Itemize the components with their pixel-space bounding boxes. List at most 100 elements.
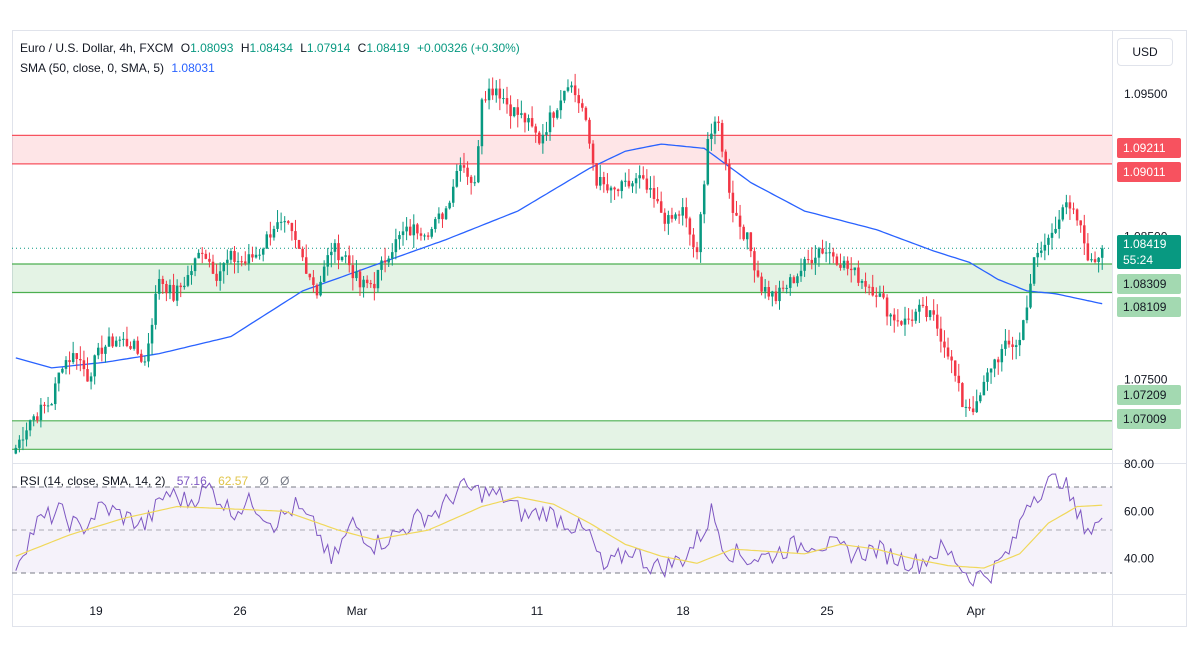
- zone-red-bottom-label: 1.09011: [1117, 162, 1181, 182]
- candle-body: [846, 260, 849, 269]
- candle-body: [451, 186, 455, 203]
- candle: [412, 214, 416, 248]
- candle: [405, 217, 408, 241]
- candle-body: [595, 163, 598, 186]
- candle: [602, 171, 606, 193]
- candle-body: [351, 265, 355, 279]
- candle-body: [889, 314, 892, 317]
- candle-body: [570, 85, 573, 88]
- candle-body: [857, 267, 860, 283]
- candle-body: [961, 383, 964, 408]
- candle-body: [104, 346, 107, 354]
- candle-body: [742, 226, 745, 240]
- candle-body: [272, 228, 276, 238]
- candle: [627, 168, 631, 189]
- candle: [774, 285, 778, 305]
- candle-body: [598, 177, 602, 186]
- candle: [735, 200, 738, 217]
- candle: [695, 241, 699, 260]
- candle-body: [584, 107, 588, 120]
- candle-body: [925, 305, 928, 317]
- candle-body: [996, 359, 1000, 363]
- candle: [154, 285, 157, 330]
- candle-body: [964, 406, 968, 408]
- sma-legend[interactable]: SMA (50, close, 0, SMA, 5) 1.08031: [20, 61, 215, 75]
- candle-body: [39, 404, 43, 421]
- candle: [896, 309, 900, 327]
- candle: [910, 309, 914, 327]
- candle-body: [190, 271, 193, 276]
- candle: [932, 299, 935, 321]
- candle: [261, 247, 265, 262]
- zone-green-bottom-label: 1.08109: [1117, 297, 1181, 317]
- candle: [211, 254, 215, 275]
- candle-body: [294, 231, 297, 240]
- candle-body: [670, 215, 674, 219]
- candle: [717, 116, 720, 132]
- candle: [656, 187, 659, 204]
- candle-body: [1022, 320, 1025, 340]
- candle-body: [193, 258, 197, 272]
- candle-body: [154, 293, 157, 325]
- close-value: 1.08419: [366, 41, 410, 55]
- candle-body: [520, 113, 523, 115]
- candle-body: [512, 107, 516, 117]
- candle: [907, 308, 910, 325]
- time-tick-label: Mar: [347, 604, 368, 618]
- candle-body: [710, 133, 713, 139]
- candle-body: [817, 248, 821, 258]
- candle-body: [602, 177, 606, 185]
- candle-body: [903, 318, 907, 325]
- currency-button[interactable]: USD: [1117, 38, 1173, 66]
- symbol-legend[interactable]: Euro / U.S. Dollar, 4h, FXCM O1.08093 H1…: [20, 41, 520, 55]
- candle: [50, 402, 53, 406]
- candle-body: [150, 324, 154, 344]
- candle: [93, 354, 96, 385]
- candle: [1025, 295, 1029, 324]
- candle: [179, 282, 182, 298]
- candle: [283, 216, 286, 233]
- candle: [279, 212, 283, 231]
- rsi-ma-line: [15, 496, 1103, 569]
- candle-body: [462, 165, 466, 168]
- candle-body: [211, 261, 215, 274]
- sma-line: [15, 143, 1103, 369]
- candle: [107, 327, 111, 347]
- candle: [419, 227, 423, 241]
- candle-body: [527, 118, 530, 123]
- candle: [824, 241, 828, 263]
- candle: [548, 105, 552, 141]
- candle: [996, 356, 1000, 375]
- candle-body: [968, 406, 971, 409]
- candle-body: [509, 104, 512, 117]
- candle-body: [871, 286, 874, 296]
- candle-body: [530, 118, 534, 127]
- candle: [849, 257, 853, 283]
- candle: [373, 272, 376, 301]
- candle-body: [681, 207, 684, 216]
- candle-body: [330, 251, 333, 256]
- candle-body: [53, 383, 57, 405]
- candle-body: [1029, 283, 1032, 308]
- candle: [968, 398, 971, 411]
- candle: [330, 242, 333, 268]
- candle: [484, 91, 487, 103]
- candle-body: [36, 416, 39, 421]
- candle-body: [301, 248, 304, 258]
- candle: [882, 285, 885, 300]
- candle-body: [563, 90, 566, 101]
- candle: [950, 349, 953, 374]
- candle: [509, 95, 512, 129]
- candle-body: [376, 269, 380, 289]
- candle: [340, 256, 344, 262]
- candle-body: [1083, 225, 1086, 244]
- candle-body: [638, 175, 641, 179]
- rsi-legend[interactable]: RSI (14, close, SMA, 14, 2) 57.16 62.57 …: [20, 474, 290, 488]
- candle: [900, 320, 903, 327]
- candle: [760, 272, 763, 296]
- candle-body: [835, 256, 839, 265]
- candle-body: [971, 408, 975, 413]
- rsi-tick-label: 40.00: [1124, 552, 1154, 566]
- candle: [97, 342, 100, 360]
